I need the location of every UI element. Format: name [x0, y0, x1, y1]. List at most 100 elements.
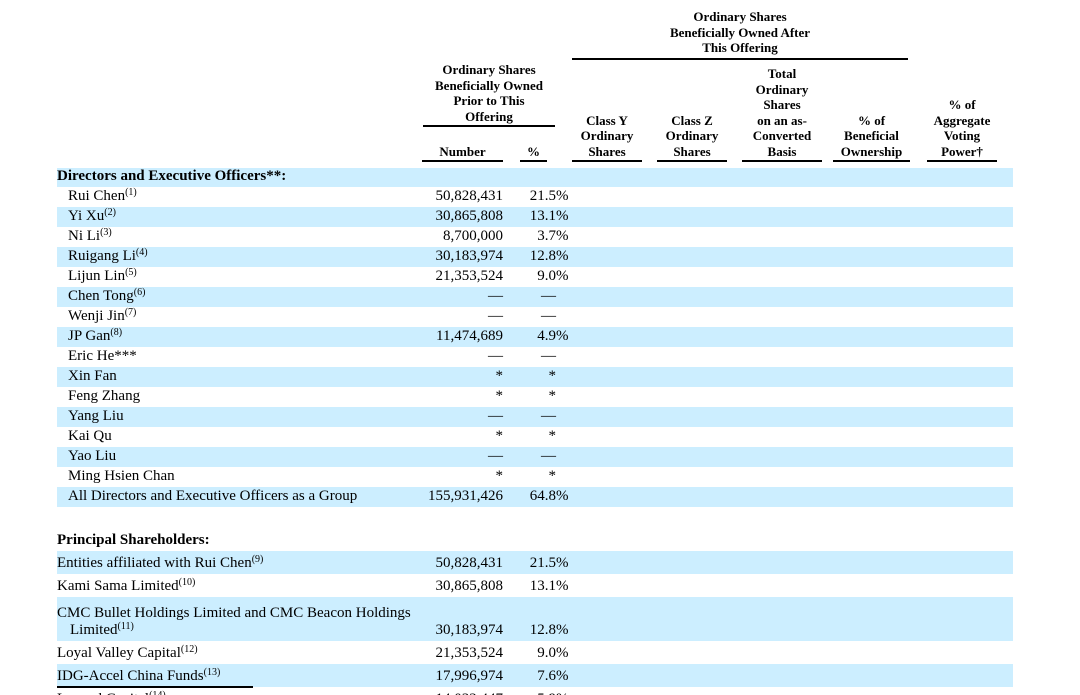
class-z-cell [647, 551, 732, 574]
class-z-cell [647, 574, 732, 597]
spacer-cell [57, 507, 1013, 531]
total-converted-cell [732, 447, 827, 467]
percent-sign: % [556, 668, 569, 684]
total-converted-cell [732, 227, 827, 247]
table-row: Xin Fan * * [57, 367, 1013, 387]
entity-name-cell: All Directors and Executive Officers as … [57, 487, 415, 507]
section-header-row: Principal Shareholders: [57, 531, 1013, 551]
entity-name: Legend Capital(14) [57, 691, 415, 695]
beneficial-ownership-cell [827, 531, 917, 551]
class-y-cell [570, 247, 647, 267]
total-converted-cell [732, 407, 827, 427]
beneficial-ownership-cell [827, 247, 917, 267]
total-converted-cell [732, 207, 827, 227]
class-z-cell [647, 447, 732, 467]
ownership-percent-cell: 9.0% [503, 267, 570, 287]
beneficial-ownership-cell [827, 367, 917, 387]
shares-number-cell: * [495, 428, 504, 444]
ownership-percent-cell: — [503, 307, 570, 327]
total-converted-cell [732, 168, 827, 187]
percent-sign: % [556, 328, 569, 344]
table-row: Kai Qu * * [57, 427, 1013, 447]
beneficial-ownership-cell [827, 664, 917, 687]
ownership-percent-cell: * [503, 427, 570, 447]
table-row: Yi Xu(2) 30,865,808 13.1% [57, 207, 1013, 227]
total-converted-cell [732, 187, 827, 207]
class-z-cell [647, 407, 732, 427]
percent-sign: % [556, 691, 570, 695]
footnote-ref: (12) [180, 644, 198, 655]
beneficial-ownership-cell [827, 574, 917, 597]
percent-sign: % [556, 555, 569, 571]
column-header-beneficial-ownership: % of Beneficial Ownership [833, 113, 910, 162]
entity-name: Yi Xu(2) [68, 207, 116, 225]
shares-number-cell: 17,996,974 [435, 668, 504, 684]
footnote-ref: (3) [100, 227, 112, 238]
percent-sign: % [556, 268, 569, 284]
footnote-ref: (9) [251, 554, 264, 565]
percent-value: 13.1 [529, 578, 556, 594]
beneficial-ownership-cell [827, 467, 917, 487]
percent-value: — [541, 408, 556, 424]
class-z-cell [647, 187, 732, 207]
entity-name-cell: Entities affiliated with Rui Chen(9) [57, 551, 415, 574]
shares-number-cell: 50,828,431 [435, 555, 504, 571]
shares-number-cell: 21,353,524 [435, 645, 504, 661]
beneficial-ownership-cell [827, 267, 917, 287]
ownership-percent-cell: * [503, 467, 570, 487]
beneficial-ownership-cell [827, 407, 917, 427]
class-z-cell [647, 327, 732, 347]
percent-sign: % [556, 228, 569, 244]
shares-number-cell: * [495, 368, 504, 384]
beneficial-ownership-cell [827, 641, 917, 664]
entity-name: Eric He*** [68, 348, 137, 364]
ownership-table: Directors and Executive Officers**: Rui C… [57, 168, 1013, 695]
entity-name-line2: Limited(11) [70, 621, 134, 639]
percent-value: * [548, 468, 557, 484]
entity-name-cell: Loyal Valley Capital(12) [57, 641, 415, 664]
class-y-cell [570, 531, 647, 551]
beneficial-ownership-cell [827, 168, 917, 187]
entity-name: Ruigang Li(4) [68, 247, 148, 265]
ownership-percent-cell: — [503, 287, 570, 307]
class-z-cell [647, 387, 732, 407]
table-row: JP Gan(8) 11,474,689 4.9% [57, 327, 1013, 347]
class-y-cell [570, 487, 647, 507]
class-z-cell [647, 597, 732, 641]
voting-power-cell [917, 551, 1013, 574]
table-row: Legend Capital(14)14,032,4475.9% [57, 687, 1013, 695]
entity-name: JP Gan(8) [68, 327, 123, 345]
table-row: Yang Liu — — [57, 407, 1013, 427]
total-converted-cell [732, 574, 827, 597]
column-header-percent: % [520, 144, 547, 162]
class-z-cell [647, 307, 732, 327]
class-y-cell [570, 447, 647, 467]
ownership-percent-cell: 12.8% [503, 247, 570, 267]
entity-name: Yao Liu [68, 448, 117, 464]
table-row: IDG-Accel China Funds(13) 17,996,974 7.6% [57, 664, 1013, 687]
total-converted-cell [732, 467, 827, 487]
table-row: Ruigang Li(4) 30,183,974 12.8% [57, 247, 1013, 267]
percent-value: 9.0 [537, 645, 556, 661]
total-converted-cell [732, 267, 827, 287]
shares-number-cell: 14,032,447 [415, 687, 504, 695]
ownership-percent-cell [503, 168, 570, 187]
footnote-ref: (4) [135, 247, 148, 258]
table-row: Loyal Valley Capital(12) 21,353,524 9.0% [57, 641, 1013, 664]
total-converted-cell [732, 427, 827, 447]
table-row: Eric He*** — — [57, 347, 1013, 367]
entity-name-cell: Rui Chen(1) [57, 187, 415, 207]
entity-name-cell: JP Gan(8) [57, 327, 415, 347]
entity-name: Xin Fan [68, 368, 117, 384]
voting-power-cell [917, 407, 1013, 427]
table-row: Entities affiliated with Rui Chen(9) 50,8… [57, 551, 1013, 574]
shares-number-cell: — [488, 308, 503, 324]
ownership-percent-cell: 12.8% [503, 597, 570, 641]
shares-number-cell: 30,183,974 [435, 248, 504, 264]
shares-number-cell: — [488, 348, 503, 364]
column-header-total-as-converted: Total Ordinary Shares on an as- Converte… [742, 66, 822, 162]
percent-sign: % [556, 645, 569, 661]
percent-value: 64.8 [529, 488, 556, 504]
percent-value: * [548, 368, 557, 384]
shares-number-cell: 30,865,808 [435, 208, 504, 224]
